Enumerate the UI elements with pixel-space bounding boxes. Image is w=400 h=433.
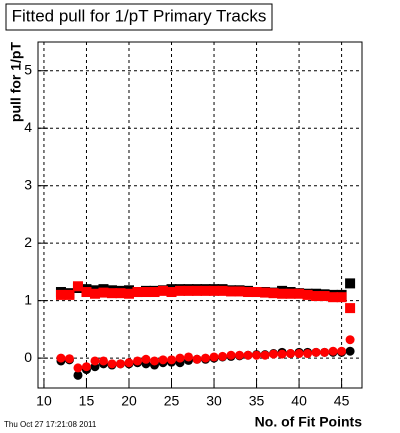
square-marker bbox=[260, 287, 271, 298]
circle-marker bbox=[141, 354, 151, 364]
square-marker bbox=[64, 289, 75, 300]
square-marker bbox=[141, 287, 151, 298]
square-marker bbox=[294, 288, 305, 299]
circle-marker bbox=[56, 353, 66, 363]
circle-marker bbox=[81, 362, 91, 372]
square-marker bbox=[234, 286, 245, 297]
circle-marker bbox=[294, 349, 304, 359]
timestamp: Thu Oct 27 17:21:08 2011 bbox=[4, 420, 97, 429]
square-marker bbox=[72, 281, 83, 292]
circle-marker bbox=[115, 359, 125, 369]
square-marker bbox=[311, 291, 322, 302]
circle-marker bbox=[64, 354, 74, 364]
circle-marker bbox=[90, 356, 100, 366]
square-marker bbox=[149, 287, 160, 298]
square-marker bbox=[175, 285, 186, 296]
square-marker bbox=[209, 285, 220, 296]
x-tick-label: 20 bbox=[121, 393, 137, 409]
circle-marker bbox=[73, 363, 83, 373]
circle-marker bbox=[303, 349, 313, 359]
square-marker bbox=[192, 285, 203, 296]
square-marker bbox=[251, 287, 262, 298]
x-tick-label: 10 bbox=[36, 393, 52, 409]
circle-marker bbox=[269, 349, 279, 359]
square-marker bbox=[285, 288, 296, 299]
x-tick-label: 15 bbox=[79, 393, 95, 409]
circle-marker bbox=[184, 352, 194, 362]
y-tick-label: 4 bbox=[24, 119, 32, 135]
circle-marker bbox=[192, 354, 202, 364]
circle-marker bbox=[124, 358, 134, 368]
square-marker bbox=[200, 285, 211, 296]
circle-marker bbox=[286, 349, 296, 359]
square-marker bbox=[277, 288, 288, 299]
square-marker bbox=[345, 278, 356, 289]
circle-marker bbox=[328, 346, 338, 356]
x-tick-label: 30 bbox=[206, 393, 222, 409]
circle-marker bbox=[132, 356, 142, 366]
square-marker bbox=[158, 285, 169, 296]
x-tick-label: 25 bbox=[164, 393, 180, 409]
circle-marker bbox=[175, 353, 185, 363]
circle-marker bbox=[218, 351, 228, 361]
square-marker bbox=[98, 287, 109, 298]
y-axis-label: pull for 1/pT bbox=[8, 42, 24, 123]
circle-marker bbox=[150, 356, 160, 366]
square-marker bbox=[89, 288, 100, 299]
title-box bbox=[5, 3, 273, 31]
y-tick-label: 3 bbox=[24, 176, 32, 192]
square-marker bbox=[243, 287, 254, 298]
circle-marker bbox=[235, 350, 245, 360]
circle-marker bbox=[311, 347, 321, 357]
y-tick-label: 1 bbox=[24, 291, 32, 307]
x-tick-label: 40 bbox=[291, 393, 307, 409]
square-marker bbox=[106, 288, 117, 299]
circle-marker bbox=[345, 346, 355, 356]
circle-marker bbox=[252, 350, 262, 360]
circle-marker bbox=[243, 350, 253, 360]
y-tick-label: 2 bbox=[24, 234, 32, 250]
square-marker bbox=[183, 285, 194, 296]
circle-marker bbox=[201, 353, 211, 363]
square-marker bbox=[217, 285, 228, 296]
square-marker bbox=[81, 287, 92, 298]
y-tick-label: 5 bbox=[24, 61, 32, 77]
x-axis-label: No. of Fit Points bbox=[255, 414, 363, 430]
square-marker bbox=[132, 287, 143, 298]
square-marker bbox=[319, 291, 330, 302]
circle-marker bbox=[98, 356, 108, 366]
y-tick-label: 0 bbox=[24, 349, 32, 365]
square-marker bbox=[166, 287, 177, 298]
circle-marker bbox=[260, 350, 270, 360]
circle-marker bbox=[345, 335, 355, 345]
circle-marker bbox=[167, 355, 177, 365]
circle-marker bbox=[320, 347, 330, 357]
circle-marker bbox=[337, 346, 347, 356]
circle-marker bbox=[73, 370, 83, 380]
square-marker bbox=[226, 286, 237, 297]
circle-marker bbox=[107, 359, 117, 369]
plot-frame bbox=[37, 41, 363, 389]
circle-marker bbox=[226, 350, 236, 360]
square-marker bbox=[123, 288, 134, 299]
square-marker bbox=[345, 303, 356, 314]
square-marker bbox=[302, 289, 313, 300]
circle-marker bbox=[277, 349, 287, 359]
circle-marker bbox=[209, 352, 219, 362]
square-marker bbox=[115, 288, 126, 299]
circle-marker bbox=[158, 355, 168, 365]
square-marker bbox=[55, 289, 66, 300]
square-marker bbox=[336, 292, 347, 303]
square-marker bbox=[268, 288, 279, 299]
x-tick-label: 45 bbox=[334, 393, 350, 409]
square-marker bbox=[328, 292, 339, 303]
x-tick-label: 35 bbox=[249, 393, 265, 409]
chart-title: Fitted pull for 1/pT Primary Tracks bbox=[12, 6, 267, 25]
